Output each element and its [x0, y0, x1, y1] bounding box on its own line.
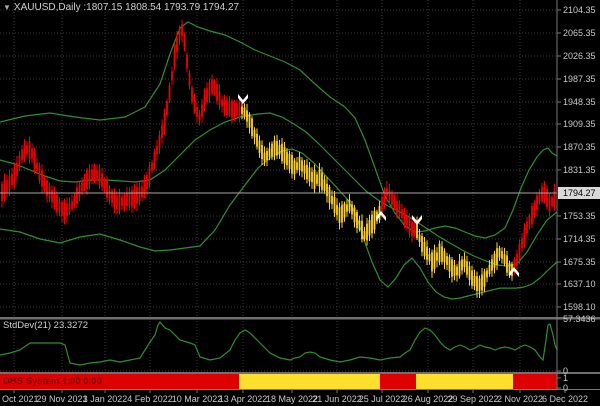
pane-separators — [0, 0, 600, 390]
current-price-value: 1794.27 — [563, 188, 596, 198]
date-axis-label: 29 Nov 2021 — [36, 394, 87, 404]
price-axis-label: 1870.35 — [563, 142, 596, 152]
dbs-axis-label: 1 — [563, 373, 568, 383]
price-axis-label: 1753.35 — [563, 211, 596, 221]
sell-arrow-icon — [238, 94, 248, 104]
price-axis-label: 2065.35 — [563, 28, 596, 38]
price-axis-label: 1987.35 — [563, 74, 596, 84]
price-axis-label: 1909.35 — [563, 119, 596, 129]
date-axis-label: 18 May 2022 — [266, 394, 318, 404]
dbs-segment-red — [513, 374, 557, 389]
dbs-axis-label: 0 — [563, 383, 568, 393]
date-axis-label: 26 Oct 2021 — [0, 394, 39, 404]
stddev-line — [0, 320, 558, 366]
date-axis-label: 10 Mar 2022 — [172, 394, 223, 404]
price-axis-label: 2104.35 — [563, 5, 596, 15]
buy-arrow-icon — [376, 211, 386, 221]
price-axis-label: 1831.35 — [563, 165, 596, 175]
indicator-axes: 57.3436 010 — [557, 314, 596, 393]
date-axis-label: 3 Jan 2022 — [83, 394, 128, 404]
sell-arrow-icon — [412, 215, 422, 225]
dbs-histogram — [0, 374, 557, 389]
price-axis-label: 2026.35 — [563, 51, 596, 61]
date-axis-label: 6 Dec 2022 — [542, 394, 588, 404]
grid-lines — [0, 0, 557, 389]
price-axis-label: 1714.35 — [563, 234, 596, 244]
stddev-min-label: 0 — [563, 366, 568, 376]
current-price-tag — [558, 187, 600, 199]
dbs-segment-yellow — [239, 374, 380, 389]
date-axis-label: 29 Sep 2022 — [447, 394, 498, 404]
stddev-max-label: 57.3436 — [563, 314, 596, 324]
dbs-segment-red — [0, 374, 239, 389]
price-axis: 2104.35 2065.35 2026.35 1987.35 1948.35 1909.… — [557, 5, 600, 312]
price-axis-label: 1637.10 — [563, 279, 596, 289]
signal-arrows — [238, 94, 519, 277]
date-axis-label: 21 Jun 2022 — [312, 394, 362, 404]
candlesticks — [1, 19, 556, 298]
dbs-segment-yellow — [416, 374, 513, 389]
date-axis-label: 2 Nov 2022 — [497, 394, 543, 404]
price-axis-label: 1948.35 — [563, 97, 596, 107]
price-axis-label: 1598.10 — [563, 302, 596, 312]
buy-arrow-icon — [509, 267, 519, 277]
bollinger-upper — [0, 21, 558, 239]
price-axis-label: 1675.35 — [563, 257, 596, 267]
date-axis-label: 4 Feb 2022 — [127, 394, 173, 404]
dbs-segment-red — [380, 374, 416, 389]
date-axis-label: 25 Jul 2022 — [359, 394, 406, 404]
date-axis-label: 26 Aug 2022 — [403, 394, 454, 404]
date-axis-label: 13 Apr 2022 — [219, 394, 268, 404]
